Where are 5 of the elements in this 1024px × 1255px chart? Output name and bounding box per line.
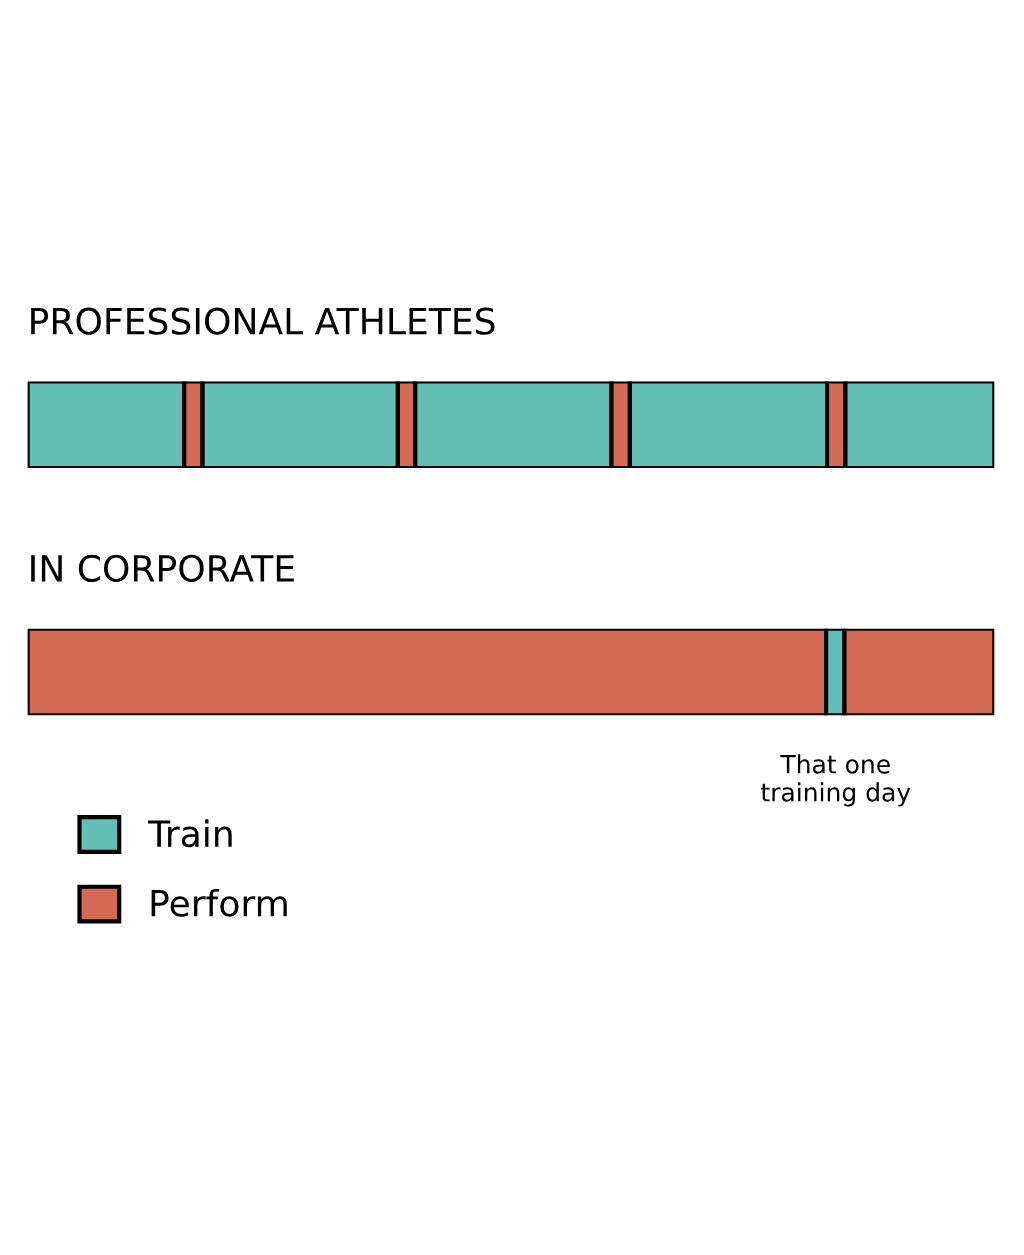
legend-label: Perform <box>151 888 287 917</box>
legend-label: Train <box>147 819 232 848</box>
chart-title: PROFESSIONAL ATHLETES <box>31 307 495 335</box>
chart-title: IN CORPORATE <box>31 554 294 583</box>
text: That one training day <box>761 754 911 807</box>
